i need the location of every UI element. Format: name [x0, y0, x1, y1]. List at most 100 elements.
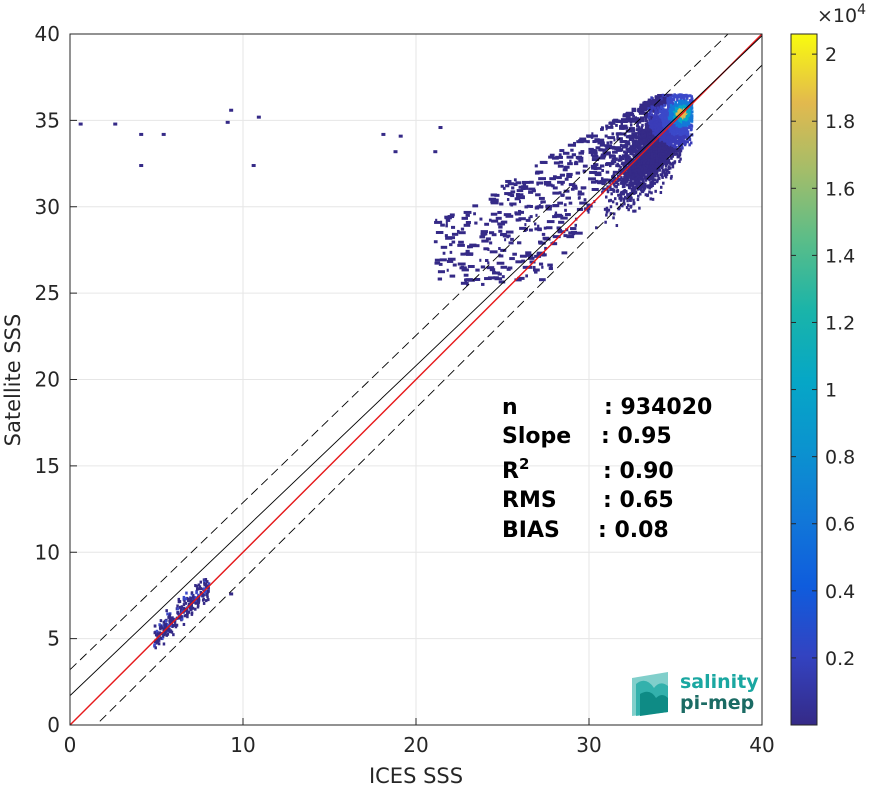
density-cell: [670, 131, 674, 135]
density-cell: [498, 280, 506, 284]
density-cell: [540, 200, 546, 204]
density-cell: [571, 232, 576, 236]
density-cell: [543, 226, 547, 230]
density-cell: [675, 123, 678, 127]
density-cell: [678, 153, 682, 157]
density-cell: [663, 94, 667, 98]
density-cell: [518, 217, 526, 221]
density-cell: [167, 623, 170, 627]
density-cell: [176, 611, 179, 615]
density-cell: [517, 241, 522, 245]
density-cell: [644, 171, 647, 175]
density-cell: [655, 97, 663, 101]
density-cell: [670, 114, 674, 118]
density-cell: [687, 107, 691, 111]
density-cell: [641, 150, 645, 154]
x-tick-label: 0: [64, 733, 77, 757]
density-cell: [199, 580, 203, 584]
density-cell: [663, 172, 667, 176]
density-cell: [687, 102, 690, 106]
density-cell: [622, 197, 626, 201]
density-cell: [590, 135, 594, 139]
density-cell: [560, 193, 565, 197]
density-cell: [463, 223, 471, 227]
density-cell: [194, 607, 197, 611]
density-cell: [190, 612, 194, 616]
density-cell: [656, 105, 663, 109]
density-cell: [688, 138, 692, 142]
density-cell: [590, 164, 597, 168]
density-cell: [505, 214, 514, 218]
density-cell: [178, 615, 181, 619]
density-cell: [646, 194, 649, 198]
density-cell: [484, 277, 492, 281]
density-cell: [507, 266, 513, 270]
density-cell: [672, 147, 675, 151]
density-cell: [534, 254, 542, 258]
density-cell: [177, 597, 181, 601]
density-cell: [564, 165, 570, 169]
stat-value: : 0.08: [598, 518, 669, 543]
density-cell: [520, 185, 529, 189]
density-cell: [660, 105, 663, 109]
density-cell: [640, 165, 644, 169]
density-cell: [646, 121, 650, 125]
density-cell: [548, 155, 554, 159]
density-cell: [630, 183, 634, 187]
density-cell: [153, 631, 157, 635]
density-cell: [501, 220, 508, 224]
density-cell: [518, 200, 522, 204]
density-cell: [536, 182, 539, 186]
density-cell: [648, 186, 651, 190]
density-cell: [511, 186, 515, 190]
density-cell: [612, 173, 615, 177]
density-cell: [497, 222, 505, 226]
density-cell: [639, 142, 643, 146]
density-cell: [574, 231, 583, 235]
density-cell: [189, 597, 193, 601]
density-cell: [184, 601, 188, 605]
density-cell: [674, 138, 677, 142]
density-cell: [527, 256, 535, 260]
density-cell: [653, 156, 657, 160]
density-cell: [682, 132, 686, 136]
density-cell: [562, 168, 568, 172]
density-cell: [638, 140, 642, 144]
density-cell: [524, 223, 527, 227]
density-cell: [665, 172, 669, 176]
density-cell: [647, 116, 651, 120]
density-cell: [623, 180, 627, 184]
density-cell: [182, 597, 186, 601]
density-cell: [639, 139, 643, 143]
density-cell: [159, 625, 162, 629]
density-cell: [664, 118, 668, 122]
density-cell: [660, 115, 664, 119]
density-cell: [641, 111, 649, 115]
density-cell: [618, 154, 622, 158]
density-cell: [608, 154, 615, 158]
density-cell: [668, 117, 671, 121]
density-cell: [204, 585, 208, 589]
density-cell: [499, 233, 505, 237]
density-cell: [575, 171, 581, 175]
density-cell: [675, 132, 678, 136]
density-cell: [510, 237, 514, 241]
density-cell: [451, 225, 456, 229]
density-cell: [528, 190, 534, 194]
density-cell: [639, 127, 642, 131]
density-cell: [614, 177, 617, 181]
density-cell: [663, 134, 667, 138]
density-cell: [186, 612, 189, 616]
density-cell: [632, 209, 635, 213]
density-cell: [660, 97, 663, 101]
density-cell: [630, 196, 633, 200]
density-cell: [648, 168, 652, 172]
density-cell: [690, 124, 694, 128]
density-cell: [628, 156, 631, 160]
density-cell: [207, 582, 211, 586]
x-ticks: 0 10 20 30 40: [64, 718, 775, 757]
density-cell: [658, 146, 662, 150]
colorbar-tick-label: 1.6: [825, 178, 855, 200]
density-cell: [640, 185, 644, 189]
density-cell: [646, 153, 649, 157]
